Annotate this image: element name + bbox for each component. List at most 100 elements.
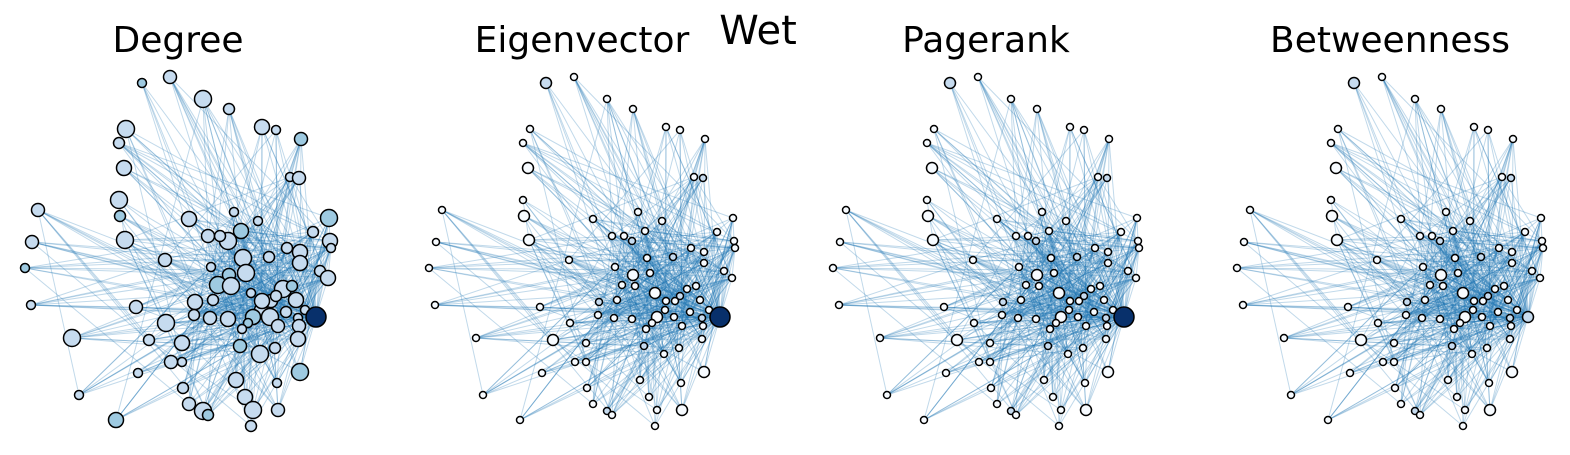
edge [923, 387, 992, 421]
edge [569, 322, 650, 398]
edge [1381, 76, 1496, 290]
edge [1060, 288, 1092, 411]
edge [1452, 230, 1543, 242]
edge [879, 247, 1140, 339]
edge [1107, 217, 1138, 373]
edge [552, 316, 721, 341]
edge [1242, 251, 1513, 306]
node [227, 371, 245, 389]
edge [679, 129, 721, 318]
edge [592, 309, 710, 405]
edge [1456, 309, 1474, 398]
node [236, 323, 248, 335]
edge [164, 129, 277, 261]
edge [681, 288, 688, 327]
node [142, 333, 156, 347]
edge [932, 239, 1017, 416]
node [661, 122, 671, 132]
edge [1462, 138, 1514, 294]
edge [1439, 251, 1513, 320]
edge [644, 230, 656, 294]
edge [141, 82, 317, 318]
node [228, 206, 240, 218]
node [1449, 324, 1459, 334]
edge [703, 138, 706, 264]
edge [1376, 259, 1513, 264]
edge [1414, 240, 1543, 412]
node [875, 333, 885, 343]
edge [690, 247, 721, 318]
edge [681, 316, 721, 411]
edge [1431, 235, 1544, 249]
edge [927, 215, 1087, 411]
edge [1393, 301, 1408, 344]
edge [1406, 220, 1471, 303]
edge [1353, 82, 1474, 311]
edge [623, 235, 681, 297]
node [1074, 296, 1084, 306]
node [1030, 268, 1044, 282]
edge [656, 247, 692, 318]
edge [1105, 247, 1140, 340]
edge [1048, 138, 1110, 232]
edge [1027, 235, 1049, 347]
node [697, 334, 707, 344]
edge [926, 142, 1078, 258]
edge [1038, 285, 1086, 384]
edge [1027, 235, 1140, 249]
edge [606, 309, 666, 412]
edge [1452, 230, 1484, 302]
edge [194, 211, 235, 303]
edge [631, 126, 667, 242]
edge [1454, 177, 1512, 259]
node [1065, 122, 1075, 132]
edge [996, 218, 1085, 297]
edge [1400, 218, 1456, 259]
edge [247, 138, 302, 324]
edge [118, 142, 330, 219]
node [1378, 357, 1388, 367]
edge [973, 322, 1054, 398]
edge [613, 272, 651, 319]
edge [1440, 274, 1496, 290]
edge [1382, 316, 1529, 363]
node [675, 403, 689, 417]
node [293, 131, 309, 147]
edge [1442, 285, 1490, 384]
edge [838, 259, 974, 306]
edge [1376, 259, 1474, 311]
edge [681, 247, 736, 411]
edge [1094, 247, 1114, 311]
edge [1242, 259, 1378, 306]
edge [1331, 215, 1421, 416]
edge [1249, 209, 1426, 301]
edge [679, 129, 725, 272]
edge [1330, 142, 1489, 297]
edge [631, 240, 653, 324]
edge [926, 142, 1085, 297]
edge [240, 230, 331, 242]
edge [123, 167, 230, 276]
node [1345, 368, 1355, 378]
node [992, 399, 1002, 409]
edge [428, 267, 725, 272]
edge [1400, 218, 1544, 249]
edge [228, 108, 249, 324]
edge [37, 209, 214, 301]
edge [1082, 262, 1109, 349]
edge [680, 316, 721, 384]
edge [1236, 267, 1533, 272]
edge [1060, 247, 1096, 318]
edge [148, 339, 254, 411]
edge [523, 215, 651, 274]
node [517, 209, 531, 223]
node [1417, 313, 1427, 323]
edge [123, 167, 301, 253]
edge [31, 241, 252, 427]
edge [1439, 300, 1475, 320]
hub-node [1521, 310, 1535, 324]
edge [115, 387, 184, 421]
edge [30, 266, 212, 306]
edge [1405, 284, 1431, 316]
edge [832, 267, 1129, 272]
